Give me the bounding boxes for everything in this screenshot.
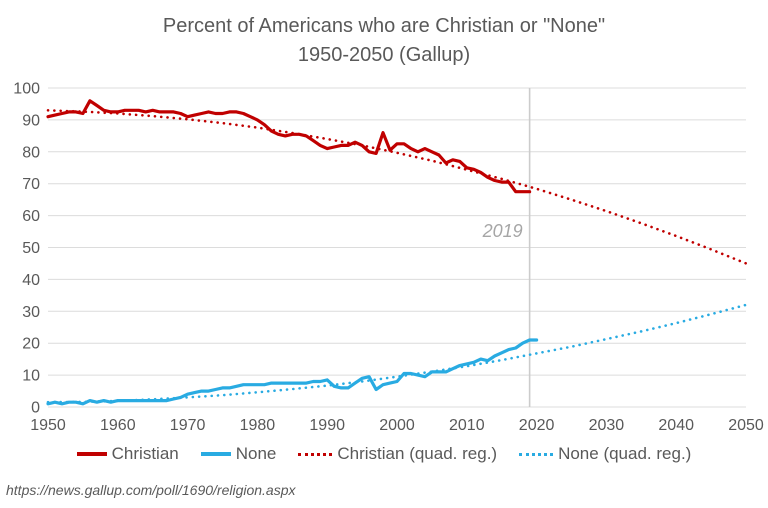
legend-item-christian: Christian	[76, 444, 179, 464]
x-tick-label: 2030	[589, 417, 625, 434]
legend-swatch-solid	[76, 452, 107, 456]
source-url: https://news.gallup.com/poll/1690/religi…	[6, 482, 296, 498]
x-tick-label: 1970	[170, 417, 206, 434]
x-tick-label: 2040	[658, 417, 694, 434]
series-line-none-quad-reg	[46, 303, 748, 404]
y-tick-label: 40	[22, 272, 40, 289]
y-tick-label: 100	[13, 81, 40, 98]
y-tick-label: 20	[22, 336, 40, 353]
legend-swatch-solid	[200, 452, 231, 456]
y-tick-label: 10	[22, 368, 40, 385]
legend-label: None	[235, 444, 277, 463]
legend-item-none-quad-reg: None (quad. reg.)	[519, 444, 691, 464]
y-tick-label: 60	[22, 208, 40, 225]
chart-subtitle: 1950-2050 (Gallup)	[297, 44, 471, 66]
legend-swatch-dotted	[519, 452, 554, 456]
marker-year-label: 2019	[482, 221, 523, 241]
chart-title: Percent of Americans who are Christian o…	[162, 15, 606, 37]
series-line-christian	[46, 99, 532, 194]
legend-label: Christian	[111, 444, 179, 463]
legend-item-christian-quad-reg: Christian (quad. reg.)	[298, 444, 497, 464]
x-tick-label: 2010	[449, 417, 485, 434]
x-tick-label: 1960	[100, 417, 136, 434]
chart-legend: Christian None Christian (quad. reg.) None …	[0, 444, 768, 464]
legend-swatch-dotted	[298, 452, 333, 456]
y-tick-label: 30	[22, 304, 40, 321]
legend-item-none: None	[200, 444, 277, 464]
legend-label: Christian (quad. reg.)	[337, 444, 498, 463]
legend-label: None (quad. reg.)	[558, 444, 692, 463]
chart-title-block: Percent of Americans who are Christian o…	[0, 12, 768, 70]
x-tick-label: 1990	[309, 417, 345, 434]
x-tick-label: 1950	[30, 417, 66, 434]
series-line-christian-quad-reg	[46, 109, 748, 265]
y-tick-label: 0	[31, 400, 40, 417]
y-tick-label: 70	[22, 176, 40, 193]
x-tick-label: 2000	[379, 417, 415, 434]
x-tick-label: 2050	[728, 417, 764, 434]
y-tick-label: 80	[22, 144, 40, 161]
x-tick-label: 2020	[519, 417, 555, 434]
y-tick-label: 90	[22, 112, 40, 129]
x-tick-label: 1980	[240, 417, 276, 434]
series-line-none	[46, 338, 539, 406]
y-tick-label: 50	[22, 240, 40, 257]
